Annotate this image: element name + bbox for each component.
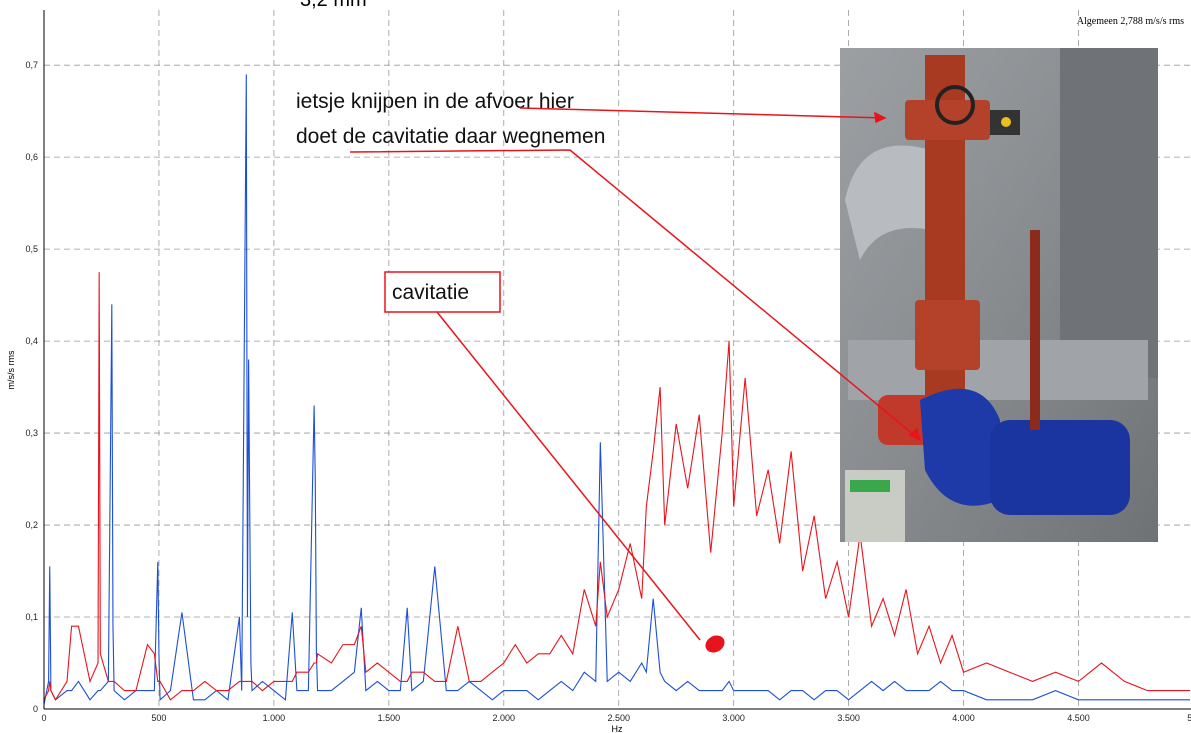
series-line (43, 74, 1190, 705)
x-tick-label: 2.500 (607, 713, 630, 723)
x-tick-label: 3.000 (722, 713, 745, 723)
y-tick-label: 0,3 (25, 428, 38, 438)
series (43, 74, 1190, 705)
y-axis-label: m/s/s rms (6, 350, 16, 389)
y-tick-label: 0,2 (25, 520, 38, 530)
x-tick-label: 5.0 (1187, 713, 1191, 723)
arrows (349, 107, 922, 641)
x-tick-label: 1.000 (263, 713, 286, 723)
y-tick-label: 0,4 (25, 336, 38, 346)
chart-title: 3,2 mm (300, 0, 367, 11)
y-tick-label: 0,6 (25, 152, 38, 162)
annotation-box (384, 271, 501, 313)
x-axis-label: Hz (612, 724, 623, 733)
x-tick-label: 500 (151, 713, 166, 723)
x-tick-label: 3.500 (837, 713, 860, 723)
x-tick-label: 4.000 (952, 713, 975, 723)
series-line (43, 272, 1190, 701)
x-tick-label: 2.000 (493, 713, 516, 723)
y-tick-label: 0,1 (25, 612, 38, 622)
y-tick-label: 0,7 (25, 60, 38, 70)
overall-value: Algemeen 2,788 m/s/s rms (1077, 16, 1184, 27)
x-tick-label: 4.500 (1067, 713, 1090, 723)
x-tick-label: 0 (41, 713, 46, 723)
y-tick-label: 0,5 (25, 244, 38, 254)
annotation: cavitatie (392, 281, 469, 304)
annotation: doet de cavitatie daar wegnemen (296, 125, 605, 148)
marker (705, 635, 725, 653)
annotation: ietsje knijpen in de afvoer hier (296, 90, 574, 113)
photo (840, 48, 1158, 542)
y-tick-label: 0 (33, 704, 38, 714)
x-tick-label: 1.500 (378, 713, 401, 723)
